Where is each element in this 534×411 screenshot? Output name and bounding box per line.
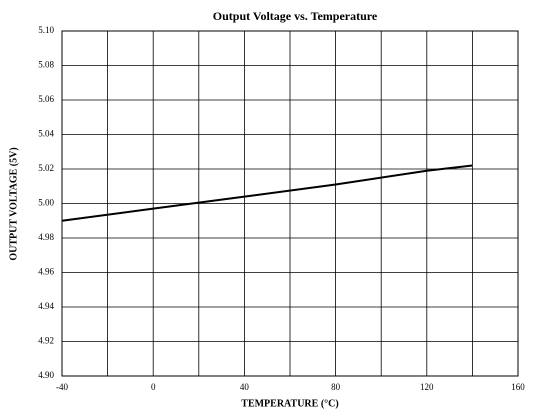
x-axis-title: TEMPERATURE (°C) [241, 398, 338, 409]
x-tick-label: 120 [420, 382, 434, 392]
x-tick-label: -40 [56, 382, 68, 392]
x-tick-label: 40 [240, 382, 250, 392]
y-tick-label: 5.02 [38, 163, 54, 173]
y-tick-label: 5.10 [38, 25, 54, 35]
y-tick-label: 4.92 [38, 336, 54, 346]
x-tick-label: 80 [331, 382, 341, 392]
y-tick-label: 4.94 [38, 301, 54, 311]
y-tick-label: 5.06 [38, 94, 54, 104]
y-tick-label: 5.04 [38, 129, 54, 139]
x-tick-label: 160 [511, 382, 525, 392]
chart-title: Output Voltage vs. Temperature [213, 9, 378, 23]
data-line [61, 164, 473, 222]
x-tick-label: 0 [151, 382, 156, 392]
y-tick-label: 4.96 [38, 267, 54, 277]
y-axis-title: OUTPUT VOLTAGE (5V) [8, 147, 19, 260]
y-tick-label: 4.98 [38, 232, 54, 242]
y-tick-label: 5.08 [38, 60, 54, 70]
y-tick-label: 4.90 [38, 370, 54, 380]
y-tick-label: 5.00 [38, 198, 54, 208]
